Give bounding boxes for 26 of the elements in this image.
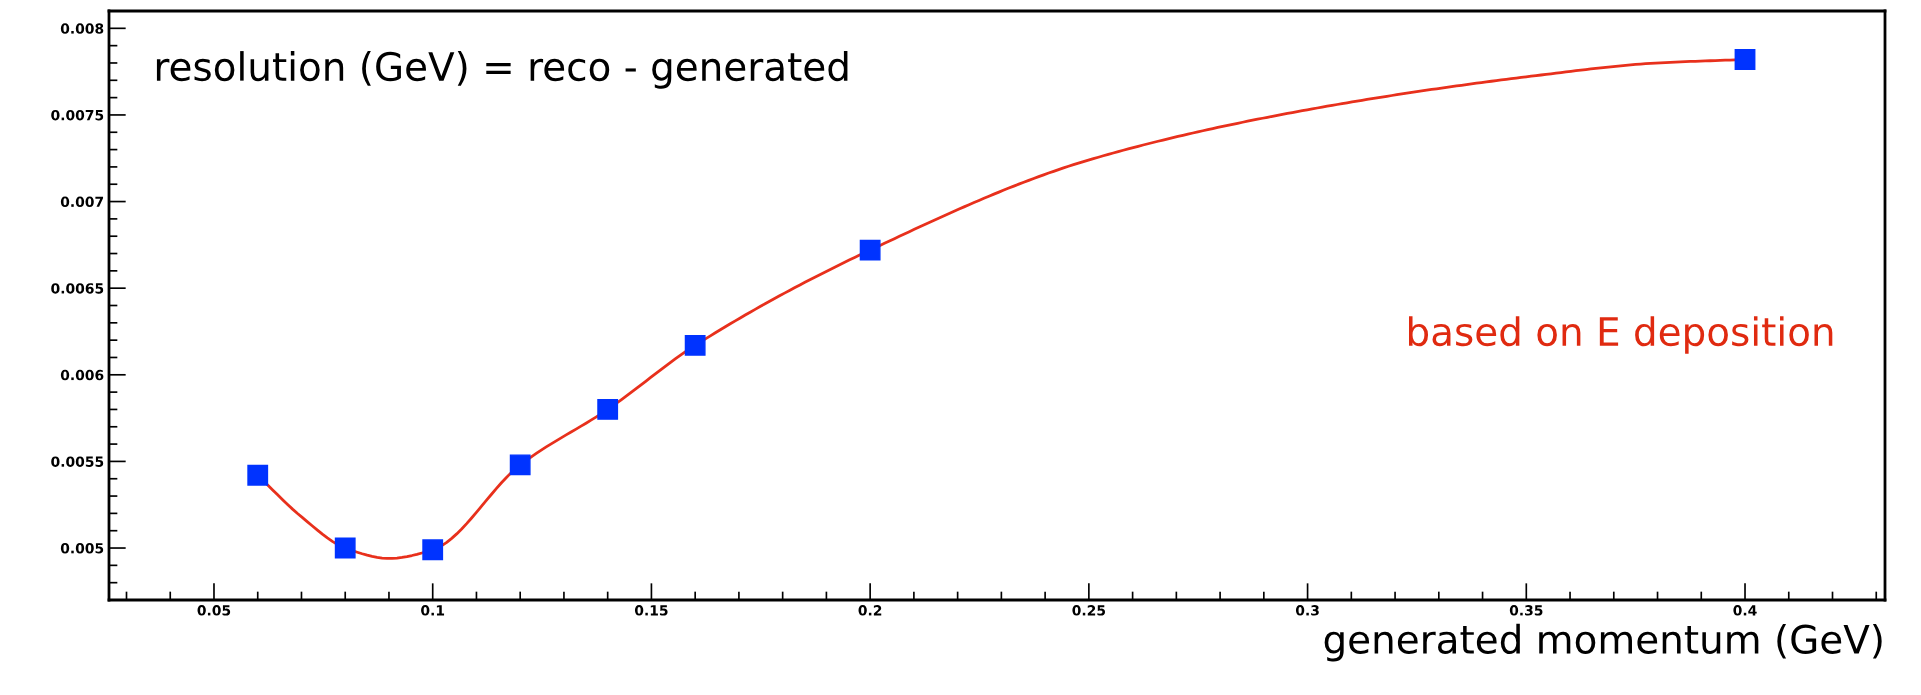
y-tick-label: 0.0075 (51, 109, 104, 121)
x-tick-label: 0.1 (421, 605, 445, 616)
x-axis-title: generated momentum (GeV) (1324, 623, 1882, 662)
point (597, 399, 619, 420)
point (684, 334, 706, 356)
y-tick-label: 0.0065 (51, 283, 104, 294)
point (247, 464, 269, 486)
point (1734, 49, 1756, 70)
y-tick-label: 0.008 (60, 23, 104, 34)
x-tick-label: 0.25 (1072, 605, 1106, 616)
x-tick-label: 0.3 (1295, 605, 1319, 616)
x-tick-label: 0.35 (1509, 605, 1543, 616)
x-tick-label: 0.05 (197, 605, 231, 616)
y-tick-label: 0.007 (60, 196, 104, 208)
point (859, 239, 881, 261)
y-tick-label: 0.006 (60, 369, 104, 381)
point (422, 539, 444, 561)
x-tick-label: 0.4 (1733, 605, 1757, 616)
y-tick-label: 0.0055 (51, 456, 104, 467)
annotation: resolution (GeV) = reco - generated (156, 51, 848, 89)
point (334, 537, 356, 559)
x-tick-label: 0.15 (634, 605, 668, 616)
annotation: based on E deposition (1409, 316, 1833, 354)
x-tick-label: 0.2 (858, 605, 882, 616)
point (509, 454, 531, 476)
y-tick-label: 0.005 (60, 543, 104, 554)
